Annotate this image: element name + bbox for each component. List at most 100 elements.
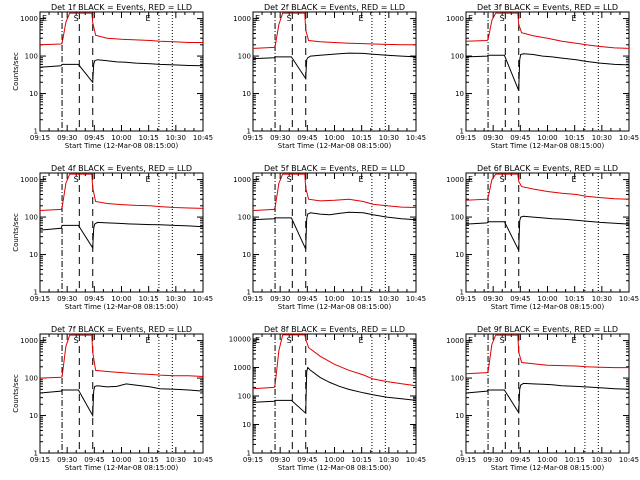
x-tick-label: 09:30 bbox=[270, 456, 290, 464]
y-axis-label: Counts/sec bbox=[12, 374, 20, 413]
y-tick-label: 10 bbox=[29, 251, 38, 259]
x-axis-label: Start Time (12-Mar-08 08:15:00) bbox=[491, 142, 605, 150]
y-tick-label: 1 bbox=[460, 450, 464, 458]
x-tick-label: 10:45 bbox=[193, 134, 213, 142]
x-tick-label: 09:45 bbox=[297, 456, 317, 464]
x-tick-label: 10:00 bbox=[537, 295, 557, 303]
panel-title: Det 6f BLACK = Events, RED = LLD bbox=[477, 164, 618, 173]
events-series-line bbox=[465, 382, 630, 415]
x-tick-label: 09:45 bbox=[510, 456, 530, 464]
x-tick-label: 10:45 bbox=[619, 456, 639, 464]
x-tick-label: 10:45 bbox=[406, 134, 426, 142]
x-tick-label: 10:00 bbox=[111, 134, 131, 142]
events-series-line bbox=[252, 52, 417, 81]
marker-e: E bbox=[468, 175, 473, 184]
x-tick-label: 10:45 bbox=[619, 134, 639, 142]
panel-6: Det 6f BLACK = Events, RED = LLD 1 10 100 10… bbox=[446, 164, 639, 311]
panel-1: Det 1f BLACK = Events, RED = LLD 1 10 100 10… bbox=[12, 3, 213, 150]
lld-series-line bbox=[252, 173, 417, 211]
marker-s: S bbox=[500, 336, 505, 345]
x-tick-label: 10:45 bbox=[406, 456, 426, 464]
x-tick-label: 10:15 bbox=[139, 134, 159, 142]
y-tick-label: 1 bbox=[247, 450, 251, 458]
marker-s: S bbox=[500, 175, 505, 184]
plot-frame bbox=[252, 11, 417, 132]
x-tick-label: 10:00 bbox=[324, 295, 344, 303]
marker-s: S bbox=[287, 14, 292, 23]
x-tick-label: 10:45 bbox=[193, 295, 213, 303]
marker-e: E bbox=[42, 175, 47, 184]
x-tick-label: 10:30 bbox=[592, 295, 612, 303]
y-tick-label: 1000 bbox=[233, 364, 251, 372]
marker-s: S bbox=[287, 175, 292, 184]
x-tick-label: 10:45 bbox=[406, 295, 426, 303]
panel-2: Det 2f BLACK = Events, RED = LLD 1 10 100 10… bbox=[233, 3, 426, 150]
x-tick-label: 09:45 bbox=[84, 456, 104, 464]
x-tick-label: 09:30 bbox=[57, 295, 77, 303]
x-tick-label: 10:45 bbox=[193, 456, 213, 464]
events-series-line bbox=[252, 211, 417, 250]
x-tick-label: 10:15 bbox=[139, 295, 159, 303]
x-axis-label: Start Time (12-Mar-08 08:15:00) bbox=[491, 303, 605, 311]
x-tick-label: 10:30 bbox=[166, 295, 186, 303]
x-tick-label: 09:45 bbox=[297, 295, 317, 303]
y-tick-label: 10 bbox=[455, 412, 464, 420]
x-tick-label: 10:45 bbox=[619, 295, 639, 303]
panel-title: Det 2f BLACK = Events, RED = LLD bbox=[264, 3, 405, 12]
x-tick-label: 09:45 bbox=[297, 134, 317, 142]
x-axis-label: Start Time (12-Mar-08 08:15:00) bbox=[278, 464, 392, 472]
x-tick-label: 10:00 bbox=[111, 295, 131, 303]
y-tick-label: 1000 bbox=[20, 176, 38, 184]
events-series-line bbox=[39, 221, 204, 250]
x-tick-label: 10:00 bbox=[537, 134, 557, 142]
lld-series-line bbox=[252, 334, 417, 390]
marker-e: E bbox=[42, 14, 47, 23]
x-tick-label: 09:30 bbox=[57, 456, 77, 464]
y-tick-label: 1000 bbox=[20, 15, 38, 23]
x-tick-label: 09:30 bbox=[483, 134, 503, 142]
plot-frame bbox=[465, 172, 630, 293]
marker-s: S bbox=[74, 14, 79, 23]
marker-e: E bbox=[146, 336, 151, 345]
y-tick-label: 10 bbox=[242, 251, 251, 259]
panel-8: Det 8f BLACK = Events, RED = LLD 1 10 100 10… bbox=[229, 325, 426, 472]
y-tick-label: 10 bbox=[242, 90, 251, 98]
y-tick-label: 1 bbox=[460, 128, 464, 136]
x-tick-label: 10:30 bbox=[592, 456, 612, 464]
marker-e: E bbox=[255, 14, 260, 23]
panel-4: Det 4f BLACK = Events, RED = LLD 1 10 100 10… bbox=[12, 164, 213, 311]
y-tick-label: 10 bbox=[29, 412, 38, 420]
x-tick-label: 09:45 bbox=[510, 295, 530, 303]
panel-title: Det 8f BLACK = Events, RED = LLD bbox=[264, 325, 405, 334]
y-tick-label: 1 bbox=[247, 128, 251, 136]
x-axis-label: Start Time (12-Mar-08 08:15:00) bbox=[65, 303, 179, 311]
y-tick-label: 100 bbox=[451, 375, 464, 383]
x-axis-label: Start Time (12-Mar-08 08:15:00) bbox=[491, 464, 605, 472]
x-tick-label: 10:30 bbox=[166, 456, 186, 464]
marker-e: E bbox=[359, 14, 364, 23]
panel-title: Det 9f BLACK = Events, RED = LLD bbox=[477, 325, 618, 334]
x-tick-label: 09:45 bbox=[84, 295, 104, 303]
panel-title: Det 5f BLACK = Events, RED = LLD bbox=[264, 164, 405, 173]
y-tick-label: 100 bbox=[238, 214, 251, 222]
x-axis-label: Start Time (12-Mar-08 08:15:00) bbox=[278, 303, 392, 311]
x-tick-label: 09:15 bbox=[456, 456, 476, 464]
x-tick-label: 09:30 bbox=[270, 134, 290, 142]
y-tick-label: 100 bbox=[451, 214, 464, 222]
lld-series-line bbox=[465, 173, 630, 201]
y-tick-label: 100 bbox=[451, 53, 464, 61]
panel-3: Det 3f BLACK = Events, RED = LLD 1 10 100 10… bbox=[446, 3, 639, 150]
y-tick-label: 1000 bbox=[446, 337, 464, 345]
y-tick-label: 1 bbox=[34, 450, 38, 458]
events-series-line bbox=[465, 215, 630, 251]
panel-7: Det 7f BLACK = Events, RED = LLD 1 10 100 10… bbox=[12, 325, 213, 472]
y-axis-label: Counts/sec bbox=[12, 52, 20, 91]
lld-series-line bbox=[39, 334, 204, 379]
x-tick-label: 10:30 bbox=[379, 456, 399, 464]
x-tick-label: 09:30 bbox=[57, 134, 77, 142]
x-tick-label: 10:30 bbox=[166, 134, 186, 142]
lld-series-line bbox=[465, 334, 629, 375]
y-tick-label: 10 bbox=[455, 90, 464, 98]
x-axis-label: Start Time (12-Mar-08 08:15:00) bbox=[65, 464, 179, 472]
events-series-line bbox=[252, 366, 417, 415]
